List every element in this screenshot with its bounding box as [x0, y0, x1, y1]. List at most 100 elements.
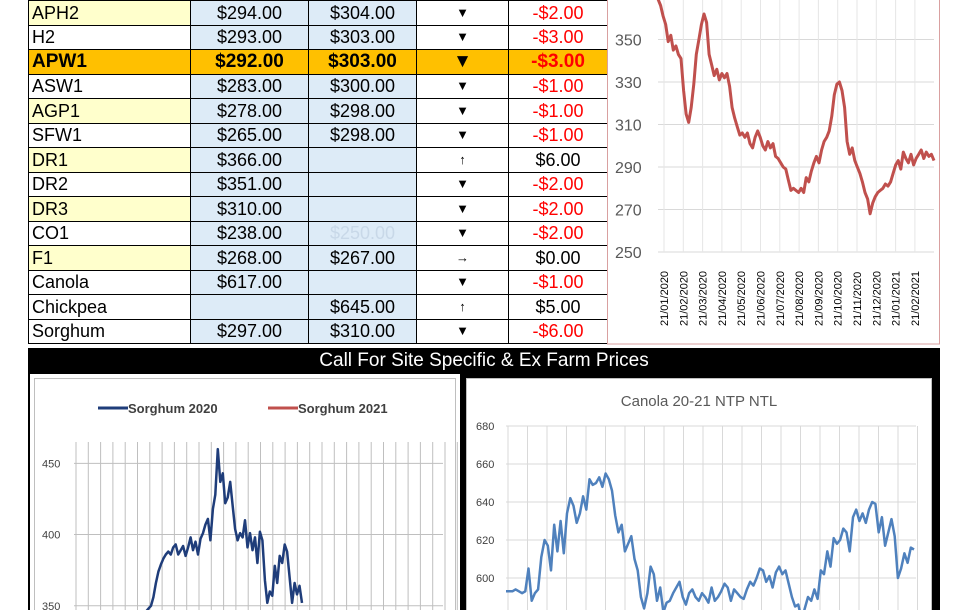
- x-tick-label: 21/11/2020: [852, 272, 864, 326]
- bid-cell: $351.00: [190, 171, 309, 197]
- x-tick-label: 21/06/2020: [756, 271, 768, 326]
- x-tick-label: 21/02/2020: [678, 271, 690, 326]
- trend-arrow-icon: ▼: [416, 73, 509, 99]
- bid-cell: $310.00: [190, 196, 309, 222]
- offer-cell: $303.00: [308, 24, 417, 50]
- bid-cell: $366.00: [190, 147, 309, 173]
- change-cell: $5.00: [508, 294, 608, 320]
- offer-cell: $298.00: [308, 122, 417, 148]
- y-tick-label: 330: [615, 75, 642, 92]
- grade-cell: APW1: [28, 49, 191, 75]
- price-row: APW1 $292.00 $303.00 ▼ -$3.00: [28, 49, 608, 75]
- price-row: Canola $617.00 ▼ -$1.00: [28, 269, 608, 295]
- sorghum-chart-svg: 350 400 450 Sorghum 2020 Sorghum 2021: [34, 378, 471, 615]
- bid-cell: $268.00: [190, 245, 309, 271]
- price-row: DR1 $366.00 ↑ $6.00: [28, 147, 608, 173]
- apw-price-chart: 250 270 290 310 330 350 21/01/2020 21/02/2020 21…: [607, 0, 940, 348]
- price-row: F1 $268.00 $267.00 → $0.00: [28, 245, 608, 271]
- x-tick-label: 21/04/2020: [717, 271, 729, 326]
- chart-border: [34, 378, 456, 615]
- price-row: Sorghum $297.00 $310.00 ▼ -$6.00: [28, 318, 608, 344]
- trend-arrow-icon: ↑: [416, 147, 509, 173]
- price-row: DR2 $351.00 ▼ -$2.00: [28, 171, 608, 197]
- grade-cell: SFW1: [28, 122, 191, 148]
- grade-cell: H2: [28, 24, 191, 50]
- grade-cell: Sorghum: [28, 318, 191, 344]
- grade-cell: F1: [28, 245, 191, 271]
- grade-cell: DR2: [28, 171, 191, 197]
- chart-border: [466, 378, 932, 615]
- price-row: CO1 $238.00 $250.00 ▼ -$2.00: [28, 220, 608, 246]
- grade-cell: DR1: [28, 147, 191, 173]
- trend-arrow-icon: ▼: [416, 196, 509, 222]
- grade-cell: CO1: [28, 220, 191, 246]
- call-for-prices-banner: Call For Site Specific & Ex Farm Prices: [28, 348, 940, 374]
- bid-cell: $238.00: [190, 220, 309, 246]
- price-row: ASW1 $283.00 $300.00 ▼ -$1.00: [28, 73, 608, 99]
- x-tick-label: 21/05/2020: [736, 271, 748, 326]
- trend-arrow-icon: ▼: [416, 0, 509, 26]
- x-tick-label: 21/08/2020: [794, 271, 806, 326]
- offer-cell: $298.00: [308, 98, 417, 124]
- y-tick-label: 290: [615, 160, 642, 177]
- price-row: H2 $293.00 $303.00 ▼ -$3.00: [28, 24, 608, 50]
- x-tick-label: 21/03/2020: [698, 271, 710, 326]
- y-tick-label: 270: [615, 203, 642, 220]
- x-tick-label: 21/09/2020: [813, 271, 825, 326]
- grade-cell: APH2: [28, 0, 191, 26]
- trend-arrow-icon: ▼: [416, 122, 509, 148]
- x-tick-label: 21/10/2020: [833, 271, 845, 326]
- change-cell: -$1.00: [508, 98, 608, 124]
- legend-label-sorghum-2021: Sorghum 2021: [298, 401, 388, 416]
- trend-arrow-icon: ▼: [416, 269, 509, 295]
- offer-cell: $310.00: [308, 318, 417, 344]
- offer-cell: $300.00: [308, 73, 417, 99]
- change-cell: -$1.00: [508, 122, 608, 148]
- change-cell: -$1.00: [508, 73, 608, 99]
- y-tick-label: 310: [615, 118, 642, 135]
- bid-cell: $278.00: [190, 98, 309, 124]
- legend-label-sorghum-2020: Sorghum 2020: [128, 401, 218, 416]
- y-tick-label: 450: [42, 458, 60, 470]
- x-tick-label: 21/01/2021: [891, 271, 903, 326]
- canola-price-line: [506, 472, 915, 615]
- x-tick-label: 21/01/2020: [659, 271, 671, 326]
- trend-arrow-icon: ▼: [416, 220, 509, 246]
- change-cell: -$2.00: [508, 0, 608, 26]
- apw-price-chart-svg: 250 270 290 310 330 350 21/01/2020 21/02/2020 21…: [607, 0, 940, 345]
- bid-cell: $283.00: [190, 73, 309, 99]
- change-cell: -$2.00: [508, 220, 608, 246]
- trend-arrow-icon: ↑: [416, 294, 509, 320]
- sorghum-2020-line: [145, 447, 304, 613]
- y-tick-label: 620: [476, 535, 494, 547]
- bid-cell: $265.00: [190, 122, 309, 148]
- change-cell: -$1.00: [508, 269, 608, 295]
- grade-cell: Canola: [28, 269, 191, 295]
- trend-arrow-icon: ▼: [416, 98, 509, 124]
- trend-arrow-icon: ▼: [416, 171, 509, 197]
- bid-cell: $294.00: [190, 0, 309, 26]
- offer-cell: [308, 171, 417, 197]
- offer-cell: $645.00: [308, 294, 417, 320]
- price-row: DR3 $310.00 ▼ -$2.00: [28, 196, 608, 222]
- x-tick-label: 21/02/2021: [910, 271, 922, 326]
- x-tick-label: 21/07/2020: [775, 271, 787, 326]
- offer-cell: [308, 147, 417, 173]
- bid-cell: $617.00: [190, 269, 309, 295]
- price-row: AGP1 $278.00 $298.00 ▼ -$1.00: [28, 98, 608, 124]
- apw-price-line: [656, 0, 936, 216]
- offer-cell: $303.00: [308, 49, 417, 75]
- y-tick-label: 350: [615, 33, 642, 50]
- change-cell: -$2.00: [508, 171, 608, 197]
- grade-cell: DR3: [28, 196, 191, 222]
- sorghum-chart: 350 400 450 Sorghum 2020 Sorghum 2021: [30, 374, 471, 615]
- change-cell: -$3.00: [508, 49, 608, 75]
- trend-arrow-icon: ▼: [416, 318, 509, 344]
- grade-cell: ASW1: [28, 73, 191, 99]
- x-tick-label: 21/12/2020: [871, 271, 883, 326]
- trend-arrow-icon: ▼: [416, 49, 509, 75]
- y-tick-label: 660: [476, 459, 494, 471]
- offer-cell: $250.00: [308, 220, 417, 246]
- price-row: APH2 $294.00 $304.00 ▼ -$2.00: [28, 0, 608, 26]
- y-tick-label: 250: [615, 245, 642, 262]
